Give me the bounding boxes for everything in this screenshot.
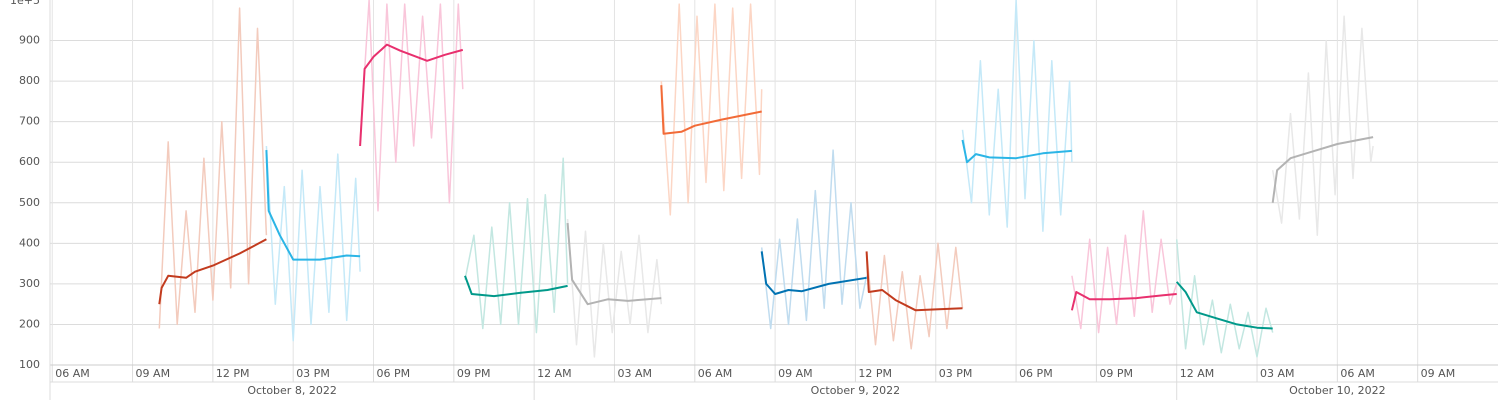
- y-scale-label: 1e+5: [10, 0, 40, 7]
- series-line: [566, 223, 662, 306]
- y-tick-label: 800: [19, 74, 40, 87]
- day-label: October 10, 2022: [1289, 384, 1386, 397]
- y-tick-label: 900: [19, 34, 40, 47]
- series-line: [1175, 281, 1273, 330]
- x-tick-label: 03 AM: [1260, 367, 1295, 380]
- x-tick-label: 09 AM: [136, 367, 171, 380]
- day-label: October 9, 2022: [811, 384, 901, 397]
- series-line: [961, 0, 1073, 232]
- x-tick-label: 06 AM: [698, 367, 733, 380]
- x-tick-label: 06 AM: [1340, 367, 1375, 380]
- y-tick-label: 500: [19, 196, 40, 209]
- y-tick-label: 200: [19, 317, 40, 330]
- x-tick-label: 03 PM: [939, 367, 973, 380]
- series-line: [760, 149, 868, 330]
- y-tick-label: 100: [19, 358, 40, 371]
- y-tick-label: 600: [19, 155, 40, 168]
- series-line: [1070, 291, 1177, 311]
- x-tick-label: 06 PM: [1019, 367, 1053, 380]
- x-tick-label: 03 PM: [296, 367, 330, 380]
- series-line: [1271, 15, 1374, 236]
- x-tick-label: 09 AM: [778, 367, 813, 380]
- x-tick-label: 09 AM: [1421, 367, 1456, 380]
- y-tick-label: 300: [19, 277, 40, 290]
- series-line: [359, 43, 464, 147]
- x-tick-label: 06 PM: [377, 367, 411, 380]
- y-tick-label: 700: [19, 115, 40, 128]
- series-line: [464, 275, 568, 298]
- series-line: [1071, 210, 1178, 334]
- series-line: [265, 150, 361, 261]
- series-line: [1175, 239, 1274, 358]
- series-line: [961, 139, 1072, 164]
- y-tick-label: 400: [19, 236, 40, 249]
- series-line: [158, 7, 268, 329]
- x-tick-label: 12 AM: [537, 367, 572, 380]
- x-tick-label: 12 PM: [216, 367, 250, 380]
- series-line: [359, 0, 464, 212]
- x-tick-label: 09 PM: [457, 367, 491, 380]
- series-line: [865, 242, 964, 350]
- x-tick-label: 12 PM: [858, 367, 892, 380]
- x-tick-label: 03 AM: [617, 367, 652, 380]
- series-line: [660, 85, 762, 135]
- series-line: [464, 157, 569, 334]
- series-line: [865, 251, 963, 312]
- x-tick-label: 09 PM: [1099, 367, 1133, 380]
- series-line: [760, 251, 867, 295]
- series-line: [265, 145, 361, 342]
- x-tick-label: 06 AM: [55, 367, 90, 380]
- x-tick-label: 12 AM: [1180, 367, 1215, 380]
- day-label: October 8, 2022: [247, 384, 337, 397]
- series-line: [1271, 136, 1374, 203]
- series-line: [158, 238, 267, 305]
- series-line: [566, 218, 663, 358]
- series-line: [660, 3, 763, 216]
